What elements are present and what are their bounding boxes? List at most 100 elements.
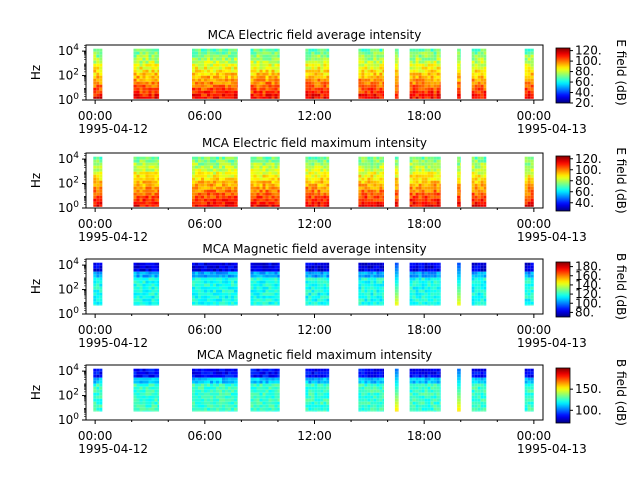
- data-interval: [457, 48, 461, 99]
- x-date-label: 1995-04-13: [517, 442, 587, 456]
- data-interval: [93, 262, 103, 306]
- y-tick-label: 100: [58, 92, 79, 107]
- x-date-label: 1995-04-13: [517, 122, 587, 136]
- y-tick-label: 104: [58, 43, 79, 58]
- colorbar-tick-label: 120.: [575, 44, 602, 58]
- colorbar-tick-label: 100.: [575, 403, 602, 417]
- x-date-label: 1995-04-13: [517, 336, 587, 350]
- y-tick-label: 104: [58, 151, 79, 166]
- x-tick-label: 00:00: [517, 429, 552, 443]
- y-tick-label: 102: [58, 282, 79, 297]
- x-tick-label: 18:00: [407, 109, 442, 123]
- data-interval: [471, 156, 487, 207]
- panel-2: MCA Electric field maximum intensity 100 1…: [29, 136, 628, 244]
- data-interval: [409, 156, 441, 207]
- data-interval: [524, 262, 534, 306]
- x-tick-label: 18:00: [407, 429, 442, 443]
- x-tick-label: 06:00: [188, 323, 223, 337]
- data-interval: [471, 48, 487, 99]
- y-tick-label: 102: [58, 176, 79, 191]
- y-tick-label: 102: [58, 68, 79, 83]
- data-interval: [305, 48, 330, 99]
- data-interval: [524, 368, 534, 412]
- data-interval: [409, 368, 441, 412]
- data-interval: [394, 48, 399, 99]
- colorbar-tick-label: 160.: [575, 269, 602, 283]
- x-tick-label: 12:00: [297, 217, 332, 231]
- colorbar-label: B field (dB): [614, 253, 628, 320]
- panel-1: MCA Electric field average intensity 100 1…: [29, 28, 628, 136]
- data-interval: [409, 262, 441, 306]
- x-tick-label: 00:00: [517, 323, 552, 337]
- x-tick-label: 00:00: [78, 429, 113, 443]
- data-interval: [93, 48, 103, 99]
- data-interval: [192, 368, 238, 412]
- colorbar: 40.60.80.100.120. E field (dB): [555, 147, 628, 214]
- data-interval: [471, 262, 487, 306]
- data-interval: [133, 156, 160, 207]
- colorbar-tick-label: 80.: [575, 174, 594, 188]
- chart-title: MCA Magnetic field maximum intensity: [197, 348, 433, 362]
- x-tick-label: 06:00: [188, 217, 223, 231]
- colorbar-tick-label: 100.: [575, 163, 602, 177]
- data-interval: [305, 156, 330, 207]
- x-tick-label: 18:00: [407, 323, 442, 337]
- data-interval: [93, 156, 103, 207]
- data-interval: [133, 262, 160, 306]
- y-axis-label: Hz: [29, 279, 43, 294]
- colorbar-label: E field (dB): [614, 147, 628, 213]
- x-tick-label: 12:00: [297, 323, 332, 337]
- chart-title: MCA Magnetic field average intensity: [202, 242, 426, 256]
- data-interval: [358, 48, 384, 99]
- colorbar-tick-label: 60.: [575, 185, 594, 199]
- data-interval: [394, 156, 399, 207]
- y-tick-label: 100: [58, 306, 79, 321]
- colorbar-tick-label: 20.: [575, 96, 594, 110]
- colorbar: 20.40.60.80.100.120. E field (dB): [555, 39, 628, 110]
- colorbar-label: E field (dB): [614, 39, 628, 105]
- colorbar-tick-label: 120.: [575, 287, 602, 301]
- chart-title: MCA Electric field average intensity: [208, 28, 422, 42]
- y-tick-label: 100: [58, 412, 79, 427]
- data-interval: [133, 48, 160, 99]
- data-interval: [409, 48, 441, 99]
- y-tick-label: 104: [58, 363, 79, 378]
- x-tick-label: 00:00: [78, 217, 113, 231]
- x-tick-label: 00:00: [78, 109, 113, 123]
- y-tick-label: 104: [58, 257, 79, 272]
- data-interval: [250, 156, 280, 207]
- data-interval: [250, 48, 280, 99]
- panel-3: MCA Magnetic field average intensity 100 1…: [29, 242, 628, 350]
- colorbar: 80.100.120.140.160.180. B field (dB): [555, 253, 628, 320]
- colorbar-tick-label: 180.: [575, 260, 602, 274]
- data-interval: [358, 156, 384, 207]
- x-tick-label: 06:00: [188, 109, 223, 123]
- data-interval: [358, 368, 384, 412]
- colorbar-tick-label: 40.: [575, 86, 594, 100]
- y-axis-label: Hz: [29, 65, 43, 80]
- x-date-label: 1995-04-12: [78, 336, 148, 350]
- x-date-label: 1995-04-13: [517, 230, 587, 244]
- data-interval: [457, 262, 461, 306]
- data-interval: [358, 262, 384, 306]
- colorbar-tick-label: 80.: [575, 305, 594, 319]
- x-date-label: 1995-04-12: [78, 442, 148, 456]
- y-tick-label: 102: [58, 388, 79, 403]
- y-axis-label: Hz: [29, 173, 43, 188]
- x-date-label: 1995-04-12: [78, 230, 148, 244]
- data-interval: [524, 156, 534, 207]
- x-tick-label: 06:00: [188, 429, 223, 443]
- x-tick-label: 00:00: [78, 323, 113, 337]
- data-interval: [394, 368, 399, 412]
- x-tick-label: 12:00: [297, 429, 332, 443]
- x-tick-label: 00:00: [517, 217, 552, 231]
- colorbar-tick-label: 100.: [575, 54, 602, 68]
- data-interval: [192, 262, 238, 306]
- x-date-label: 1995-04-12: [78, 122, 148, 136]
- colorbar-tick-label: 100.: [575, 296, 602, 310]
- colorbar-tick-label: 80.: [575, 65, 594, 79]
- data-interval: [192, 48, 238, 99]
- x-tick-label: 12:00: [297, 109, 332, 123]
- data-interval: [471, 368, 487, 412]
